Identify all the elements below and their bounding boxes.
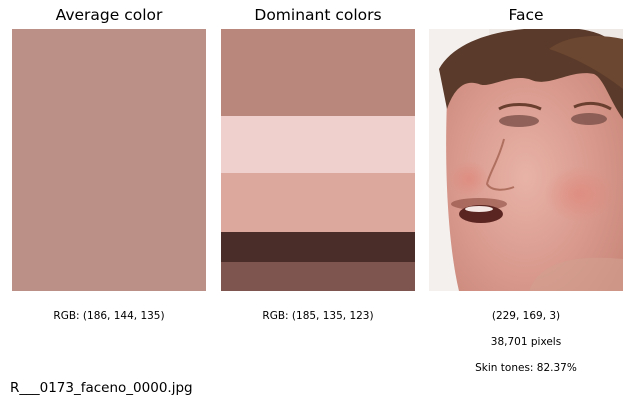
dominant-colors-rgb-label: RGB: (185, 135, 123) xyxy=(262,310,374,322)
filename-label: R___0173_faceno_0000.jpg xyxy=(10,380,193,396)
dominant-colors-stack xyxy=(221,29,415,291)
dominant-color-band xyxy=(221,29,415,116)
face-skin-tones-label: Skin tones: 82.37% xyxy=(475,362,577,374)
average-color-rgb-label: RGB: (186, 144, 135) xyxy=(53,310,165,322)
face-title: Face xyxy=(508,6,544,24)
dominant-color-band xyxy=(221,116,415,173)
dominant-colors-title: Dominant colors xyxy=(254,6,382,24)
average-color-swatch xyxy=(12,29,206,291)
dominant-color-band xyxy=(221,232,415,262)
dominant-color-band xyxy=(221,173,415,232)
face-image xyxy=(429,29,623,291)
face-pixel-count-label: 38,701 pixels xyxy=(490,336,562,348)
face-image-drawing xyxy=(429,29,623,291)
average-color-title: Average color xyxy=(55,6,163,24)
dominant-color-band xyxy=(221,262,415,291)
face-rgb-label: (229, 169, 3) xyxy=(491,310,561,322)
